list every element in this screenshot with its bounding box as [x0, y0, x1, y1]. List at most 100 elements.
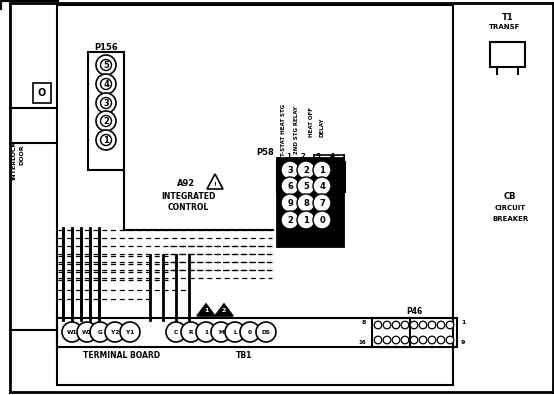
Text: 1: 1 — [303, 216, 309, 224]
Circle shape — [392, 321, 400, 329]
Text: TERMINAL BOARD: TERMINAL BOARD — [84, 350, 161, 359]
Circle shape — [446, 321, 454, 329]
Bar — [372, 318, 457, 347]
Circle shape — [96, 55, 116, 75]
Text: O: O — [38, 88, 46, 98]
Circle shape — [374, 321, 382, 329]
Circle shape — [437, 336, 445, 344]
Text: 3: 3 — [103, 98, 109, 107]
Bar — [57, 318, 410, 347]
Bar — [277, 158, 343, 246]
Text: !: ! — [213, 181, 217, 186]
Circle shape — [313, 211, 331, 229]
Circle shape — [374, 336, 382, 344]
Bar — [298, 164, 309, 190]
Text: INTEGRATED: INTEGRATED — [161, 192, 215, 201]
Text: Y2: Y2 — [111, 329, 119, 335]
Circle shape — [96, 74, 116, 94]
Text: 2: 2 — [287, 216, 293, 224]
Text: M: M — [218, 329, 224, 335]
Circle shape — [401, 321, 409, 329]
Circle shape — [428, 336, 436, 344]
Text: Y1: Y1 — [126, 329, 134, 335]
Text: W2: W2 — [81, 329, 93, 335]
Text: BREAKER: BREAKER — [492, 216, 528, 222]
Text: 4: 4 — [330, 153, 335, 159]
Circle shape — [297, 211, 315, 229]
Bar — [313, 164, 324, 190]
Circle shape — [446, 336, 454, 344]
Text: TB1: TB1 — [236, 350, 252, 359]
Circle shape — [383, 336, 391, 344]
Text: DOOR: DOOR — [19, 145, 24, 166]
Bar — [490, 42, 525, 67]
Circle shape — [256, 322, 276, 342]
Circle shape — [225, 322, 245, 342]
Circle shape — [297, 161, 315, 179]
Circle shape — [100, 135, 111, 145]
Text: 1: 1 — [461, 320, 465, 325]
Text: CB: CB — [504, 192, 516, 201]
Circle shape — [437, 321, 445, 329]
Text: 1: 1 — [286, 153, 291, 159]
Circle shape — [313, 161, 331, 179]
Circle shape — [401, 336, 409, 344]
Bar — [57, 5, 453, 385]
Bar — [33, 83, 51, 103]
Text: 5: 5 — [103, 60, 109, 70]
Bar — [327, 164, 338, 190]
Circle shape — [100, 98, 111, 109]
Text: INTERLOCK: INTERLOCK — [12, 140, 17, 180]
Circle shape — [96, 130, 116, 150]
Text: P46: P46 — [406, 307, 422, 316]
Circle shape — [281, 161, 299, 179]
Circle shape — [313, 177, 331, 195]
Text: 2ND STG RELAY: 2ND STG RELAY — [294, 106, 299, 154]
Circle shape — [428, 321, 436, 329]
Text: CIRCUIT: CIRCUIT — [494, 205, 526, 211]
Text: A92: A92 — [177, 179, 195, 188]
Text: 1: 1 — [204, 308, 208, 314]
Circle shape — [100, 79, 111, 90]
Circle shape — [392, 336, 400, 344]
Text: L: L — [233, 329, 237, 335]
Bar — [277, 162, 345, 192]
Text: 8: 8 — [303, 199, 309, 207]
Text: C: C — [174, 329, 178, 335]
Circle shape — [62, 322, 82, 342]
Text: T-STAT HEAT STG: T-STAT HEAT STG — [280, 104, 285, 156]
Text: 8: 8 — [362, 320, 366, 325]
Text: 5: 5 — [303, 181, 309, 190]
Text: 3: 3 — [287, 166, 293, 175]
Text: TRANSF: TRANSF — [489, 24, 521, 30]
Text: P156: P156 — [94, 43, 118, 51]
Text: P58: P58 — [256, 147, 274, 156]
Text: T1: T1 — [502, 13, 514, 21]
Text: 9: 9 — [461, 339, 465, 344]
Text: 2: 2 — [301, 153, 305, 159]
Circle shape — [181, 322, 201, 342]
Circle shape — [96, 111, 116, 131]
Text: 16: 16 — [358, 339, 366, 344]
Text: 1: 1 — [204, 329, 208, 335]
Circle shape — [100, 115, 111, 126]
Circle shape — [211, 322, 231, 342]
Text: 9: 9 — [287, 199, 293, 207]
Text: HEAT OFF: HEAT OFF — [309, 107, 314, 137]
Text: DELAY: DELAY — [320, 117, 325, 137]
Circle shape — [281, 194, 299, 212]
Circle shape — [419, 336, 427, 344]
Circle shape — [383, 321, 391, 329]
Circle shape — [410, 336, 418, 344]
Circle shape — [100, 60, 111, 70]
Text: 3: 3 — [316, 153, 320, 159]
Text: 1: 1 — [103, 135, 109, 145]
Text: 4: 4 — [319, 181, 325, 190]
Circle shape — [313, 194, 331, 212]
Text: 2: 2 — [222, 308, 226, 314]
Text: 7: 7 — [319, 199, 325, 207]
Circle shape — [77, 322, 97, 342]
Text: 2: 2 — [303, 166, 309, 175]
Circle shape — [90, 322, 110, 342]
Circle shape — [120, 322, 140, 342]
